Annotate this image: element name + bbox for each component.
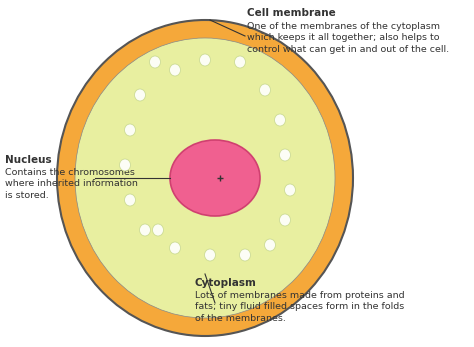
Ellipse shape (280, 214, 291, 226)
Ellipse shape (259, 84, 271, 96)
Ellipse shape (170, 140, 260, 216)
Ellipse shape (170, 242, 181, 254)
Ellipse shape (75, 38, 335, 318)
Ellipse shape (57, 20, 353, 336)
Text: Lots of membranes made from proteins and
fats; tiny fluid filled spaces form in : Lots of membranes made from proteins and… (195, 291, 405, 323)
Ellipse shape (149, 56, 161, 68)
Ellipse shape (204, 249, 216, 261)
Ellipse shape (119, 159, 130, 171)
Ellipse shape (153, 224, 164, 236)
Ellipse shape (170, 64, 181, 76)
Ellipse shape (125, 194, 136, 206)
Ellipse shape (139, 224, 151, 236)
Ellipse shape (284, 184, 295, 196)
Ellipse shape (125, 124, 136, 136)
Ellipse shape (135, 89, 146, 101)
Text: One of the membranes of the cytoplasm
which keeps it all together; also helps to: One of the membranes of the cytoplasm wh… (247, 22, 449, 54)
Ellipse shape (274, 114, 285, 126)
Ellipse shape (280, 149, 291, 161)
Ellipse shape (239, 249, 250, 261)
Text: Cell membrane: Cell membrane (247, 8, 336, 18)
Ellipse shape (264, 239, 275, 251)
Text: Cytoplasm: Cytoplasm (195, 278, 257, 288)
Ellipse shape (235, 56, 246, 68)
Text: Nucleus: Nucleus (5, 155, 52, 165)
Text: Contains the chromosomes
where inherited information
is stored.: Contains the chromosomes where inherited… (5, 168, 138, 200)
Ellipse shape (200, 54, 210, 66)
